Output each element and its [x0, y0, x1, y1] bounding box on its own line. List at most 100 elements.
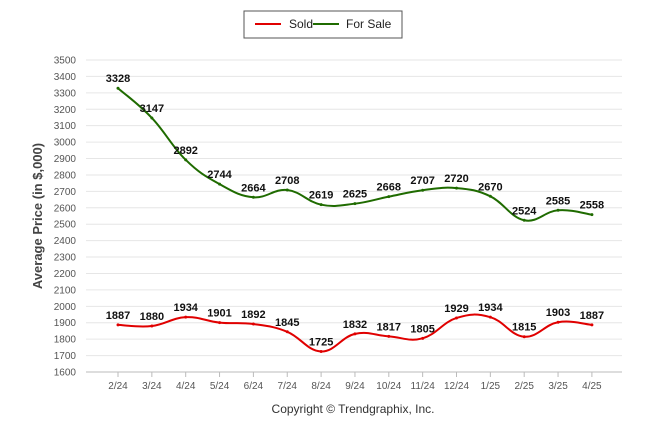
data-point-for-sale-11/24: [421, 188, 425, 192]
x-tick-label-7/24: 7/24: [278, 381, 298, 392]
data-label-for-sale-4/24: 2892: [173, 145, 197, 157]
data-label-sold-11/24: 1805: [410, 323, 434, 335]
data-point-for-sale-9/24: [353, 202, 357, 206]
data-point-sold-3/24: [150, 324, 154, 328]
y-tick-label-1800: 1800: [54, 335, 77, 346]
data-point-sold-1/25: [488, 315, 492, 319]
data-label-for-sale-5/24: 2744: [207, 169, 232, 181]
data-label-for-sale-1/25: 2670: [478, 181, 502, 193]
x-tick-label-8/24: 8/24: [311, 381, 331, 392]
legend: Sold For Sale: [243, 10, 403, 39]
x-tick-label-3/24: 3/24: [142, 381, 162, 392]
data-label-sold-7/24: 1845: [275, 317, 299, 329]
x-tick-label-11/24: 11/24: [411, 381, 436, 392]
data-label-sold-4/24: 1934: [173, 302, 198, 314]
x-tick-label-2/25: 2/25: [514, 381, 534, 392]
axes: 1600 1700 1800 1900 2000 2100 2200 2300 2400 2500…: [54, 56, 622, 392]
data-label-for-sale-3/24: 3147: [140, 103, 164, 115]
series: [116, 86, 594, 353]
legend-sold-label: Sold: [289, 17, 313, 31]
data-label-sold-5/24: 1901: [207, 308, 231, 320]
y-tick-label-3100: 3100: [54, 121, 77, 132]
y-tick-label-2600: 2600: [54, 203, 77, 214]
data-label-for-sale-2/24: 3328: [106, 73, 130, 85]
y-tick-label-3000: 3000: [54, 138, 77, 149]
data-point-sold-10/24: [387, 334, 391, 338]
copyright-credit: Copyright © Trendgraphix, Inc.: [272, 402, 435, 416]
y-axis-label: Average Price (in $,000): [30, 143, 45, 289]
y-tick-label-2200: 2200: [54, 269, 77, 280]
y-tick-label-2400: 2400: [54, 236, 77, 247]
data-labels: 1887 1880 1934 1901 1892 1845 1725 1832 1817 1805…: [106, 73, 604, 348]
y-tick-label-2700: 2700: [54, 187, 77, 198]
data-point-sold-6/24: [251, 322, 255, 326]
data-point-for-sale-4/24: [184, 158, 188, 162]
data-point-sold-8/24: [319, 349, 323, 353]
data-label-for-sale-2/25: 2524: [512, 205, 537, 217]
x-tick-label-6/24: 6/24: [244, 381, 264, 392]
data-point-sold-2/24: [116, 323, 120, 327]
data-label-for-sale-8/24: 2619: [309, 190, 333, 202]
y-tick-label-3500: 3500: [54, 56, 77, 67]
x-tick-label-4/25: 4/25: [582, 381, 602, 392]
data-label-sold-8/24: 1725: [309, 336, 333, 348]
data-point-sold-11/24: [421, 336, 425, 340]
data-point-for-sale-2/25: [522, 218, 526, 222]
data-point-sold-3/25: [556, 320, 560, 324]
data-point-for-sale-7/24: [285, 188, 289, 192]
x-tick-label-5/24: 5/24: [210, 381, 230, 392]
x-tick-label-3/25: 3/25: [548, 381, 568, 392]
data-point-sold-12/24: [455, 316, 458, 320]
data-label-sold-4/25: 1887: [580, 310, 604, 322]
x-tick-label-10/24: 10/24: [376, 381, 401, 392]
y-tick-label-2100: 2100: [54, 285, 77, 296]
data-point-for-sale-3/25: [556, 208, 560, 212]
x-tick-label-2/24: 2/24: [108, 381, 128, 392]
data-label-sold-1/25: 1934: [478, 302, 503, 314]
legend-for-sale-label: For Sale: [346, 17, 392, 31]
data-point-for-sale-12/24: [455, 186, 458, 190]
data-point-for-sale-2/24: [116, 86, 120, 90]
y-tick-label-2500: 2500: [54, 220, 77, 231]
data-label-sold-2/24: 1887: [106, 310, 130, 322]
data-point-for-sale-3/24: [150, 116, 154, 120]
data-label-for-sale-4/25: 2558: [580, 200, 604, 212]
data-label-sold-3/25: 1903: [546, 307, 570, 319]
data-point-sold-5/24: [218, 321, 222, 325]
data-label-for-sale-7/24: 2708: [275, 175, 299, 187]
data-label-for-sale-9/24: 2625: [343, 189, 367, 201]
y-tick-label-2300: 2300: [54, 253, 77, 264]
data-point-for-sale-5/24: [218, 182, 222, 186]
data-point-sold-2/25: [522, 335, 526, 339]
data-point-for-sale-10/24: [387, 195, 391, 199]
data-label-sold-6/24: 1892: [241, 309, 265, 321]
y-tick-label-1900: 1900: [54, 318, 77, 329]
data-label-for-sale-6/24: 2664: [241, 182, 266, 194]
y-tick-label-2800: 2800: [54, 170, 77, 181]
data-point-for-sale-4/25: [590, 213, 594, 217]
data-point-sold-7/24: [285, 330, 289, 334]
y-tick-label-3200: 3200: [54, 105, 77, 116]
data-point-sold-4/24: [184, 315, 188, 319]
data-label-for-sale-3/25: 2585: [546, 195, 570, 207]
x-tick-label-9/24: 9/24: [345, 381, 365, 392]
data-point-sold-9/24: [353, 332, 357, 336]
y-tick-label-1600: 1600: [54, 368, 77, 379]
x-tick-label-4/24: 4/24: [176, 381, 196, 392]
data-label-sold-12/24: 1929: [444, 303, 468, 315]
data-point-sold-4/25: [590, 323, 594, 327]
data-point-for-sale-1/25: [488, 194, 492, 198]
data-label-for-sale-11/24: 2707: [410, 175, 434, 187]
y-tick-label-3400: 3400: [54, 72, 77, 83]
y-tick-label-2000: 2000: [54, 302, 77, 313]
grid-lines: [86, 59, 622, 373]
y-tick-label-1700: 1700: [54, 351, 77, 362]
data-point-for-sale-6/24: [251, 195, 255, 199]
data-label-sold-9/24: 1832: [343, 319, 367, 331]
data-label-for-sale-12/24: 2720: [444, 173, 468, 185]
y-tick-label-3300: 3300: [54, 88, 77, 99]
x-tick-label-12/24: 12/24: [444, 381, 469, 392]
data-label-for-sale-10/24: 2668: [377, 182, 401, 194]
data-point-for-sale-8/24: [319, 203, 323, 207]
